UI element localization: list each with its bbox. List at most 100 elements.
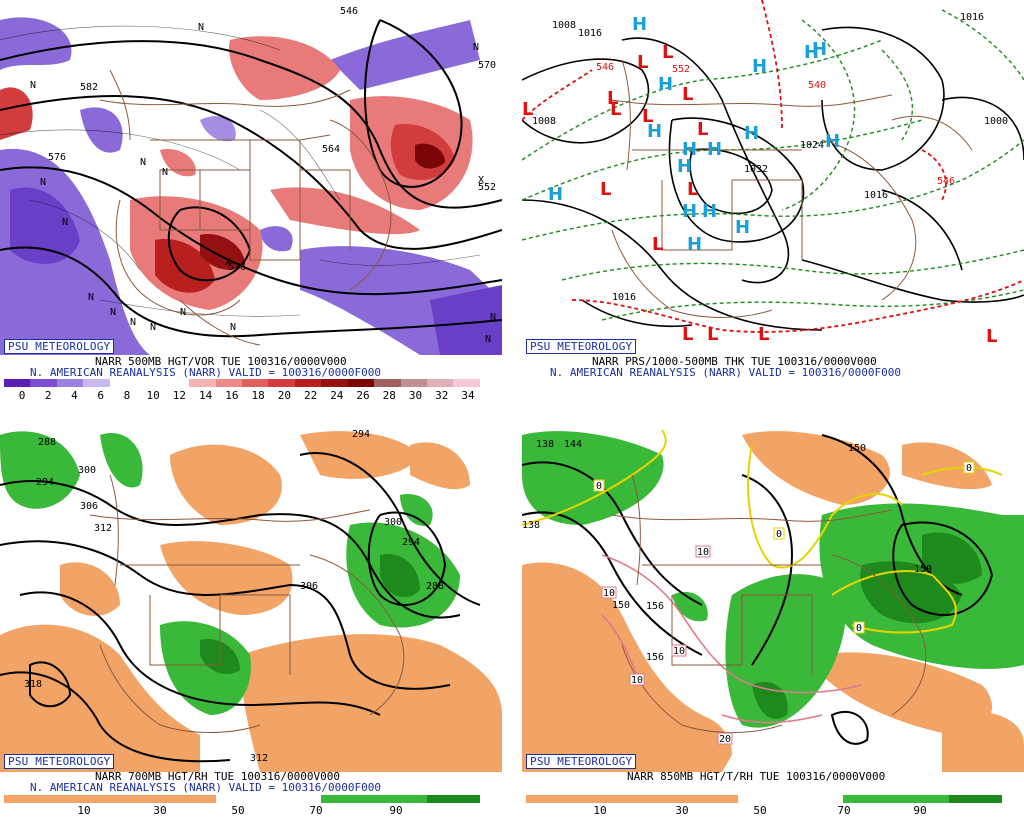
isobar-label-1016c: 1016 bbox=[864, 190, 888, 201]
scale-label: 14 bbox=[199, 389, 213, 402]
svg-text:H: H bbox=[632, 14, 647, 35]
scale-label: 28 bbox=[382, 389, 396, 402]
contour-label-306: 306 bbox=[80, 501, 98, 512]
temp-label-10c: 10 bbox=[673, 646, 685, 657]
svg-text:L: L bbox=[610, 99, 621, 120]
scale-swatch bbox=[136, 379, 163, 387]
scale-swatch bbox=[321, 379, 348, 387]
scale-swatch bbox=[241, 379, 269, 387]
temp-label-0d: 0 bbox=[966, 463, 972, 474]
psu-meteorology-badge: PSU METEOROLOGY bbox=[526, 754, 637, 769]
svg-text:N: N bbox=[180, 307, 186, 318]
scale-swatch bbox=[427, 379, 454, 387]
scale-swatch bbox=[4, 379, 31, 387]
scale-swatch bbox=[83, 379, 110, 387]
svg-text:X: X bbox=[478, 175, 484, 186]
vorticity-color-scale bbox=[4, 379, 480, 387]
scale-label: 26 bbox=[356, 389, 370, 402]
contour-label-312: 312 bbox=[94, 523, 112, 534]
thickness-label-546: 546 bbox=[596, 62, 614, 73]
contour-label-288b: 288 bbox=[426, 581, 444, 592]
caption-valid: N. AMERICAN REANALYSIS (NARR) VALID = 10… bbox=[30, 366, 381, 379]
contour-label-294b: 294 bbox=[352, 429, 370, 440]
map-700mb: 288 294 294 300 306 312 306 300 294 288 … bbox=[0, 415, 502, 772]
svg-text:L: L bbox=[687, 179, 698, 200]
scale-label: 12 bbox=[172, 389, 187, 402]
isobar-label-1024: 1024 bbox=[800, 140, 824, 151]
caption-valid: N. AMERICAN REANALYSIS (NARR) VALID = 10… bbox=[30, 781, 381, 794]
svg-text:H: H bbox=[658, 74, 673, 95]
svg-text:H: H bbox=[682, 139, 697, 160]
scale-swatch bbox=[374, 379, 401, 387]
caption-title: NARR PRS/1000-500MB THK TUE 100316/0000V… bbox=[592, 355, 877, 368]
svg-text:L: L bbox=[607, 88, 618, 109]
scale-swatch bbox=[294, 379, 322, 387]
rh-color-scale bbox=[526, 795, 1003, 803]
map-500mb: NNN NN N NNN NNN XXN NN 546 552 570 576 5… bbox=[0, 0, 502, 355]
scale-label: 70 bbox=[309, 804, 323, 817]
svg-text:H: H bbox=[548, 184, 563, 205]
svg-text:L: L bbox=[652, 234, 663, 255]
caption-title: NARR 500MB HGT/VOR TUE 100316/0000V000 bbox=[95, 355, 347, 368]
temp-label-0: 0 bbox=[596, 481, 602, 492]
temp-label-10b: 10 bbox=[603, 588, 615, 599]
scale-swatch bbox=[162, 379, 190, 387]
contour-label-150c: 150 bbox=[914, 564, 932, 575]
thickness-label-546b: 546 bbox=[937, 176, 955, 187]
rh-color-scale bbox=[4, 795, 481, 803]
svg-text:H: H bbox=[702, 201, 717, 222]
scale-label: 90 bbox=[913, 804, 927, 817]
isobar-label-1016: 1016 bbox=[578, 28, 602, 39]
scale-swatch bbox=[215, 379, 242, 387]
scale-label: 2 bbox=[44, 389, 52, 402]
scale-swatch bbox=[56, 379, 84, 387]
contour-label-582: 582 bbox=[80, 82, 98, 93]
scale-label: 18 bbox=[251, 389, 265, 402]
scale-label: 50 bbox=[753, 804, 767, 817]
svg-text:N: N bbox=[162, 167, 168, 178]
contour-label-564: 564 bbox=[322, 144, 340, 155]
svg-text:N: N bbox=[485, 334, 491, 345]
svg-text:N: N bbox=[230, 322, 236, 333]
svg-text:N: N bbox=[130, 317, 136, 328]
contour-label-570: 570 bbox=[478, 60, 496, 71]
psu-meteorology-badge: PSU METEOROLOGY bbox=[4, 339, 115, 354]
svg-text:H: H bbox=[825, 131, 840, 152]
scale-swatch bbox=[347, 379, 375, 387]
svg-text:H: H bbox=[735, 217, 750, 238]
svg-text:N: N bbox=[150, 322, 156, 333]
scale-label: 10 bbox=[593, 804, 607, 817]
isobar-label-1032: 1032 bbox=[744, 164, 768, 175]
svg-text:H: H bbox=[752, 56, 767, 77]
contour-label-150b: 150 bbox=[612, 600, 630, 611]
panel-700mb-rh: 288 294 294 300 306 312 306 300 294 288 … bbox=[0, 415, 502, 819]
contour-label-156: 156 bbox=[646, 601, 664, 612]
scale-label: 6 bbox=[97, 389, 105, 402]
caption-title: NARR 850MB HGT/T/RH TUE 100316/0000V000 bbox=[627, 770, 886, 783]
scale-label: 8 bbox=[123, 389, 131, 402]
temp-label-10d: 10 bbox=[631, 675, 643, 686]
contour-label-294c: 294 bbox=[402, 537, 420, 548]
contour-label-156b: 156 bbox=[646, 652, 664, 663]
scale-label: 10 bbox=[77, 804, 91, 817]
svg-text:N: N bbox=[30, 80, 36, 91]
isobar-label-1016d: 1016 bbox=[612, 292, 636, 303]
isobar-label-1016b: 1016 bbox=[960, 12, 984, 23]
svg-text:N: N bbox=[490, 312, 496, 323]
svg-text:N: N bbox=[140, 157, 146, 168]
scale-label: 34 bbox=[461, 389, 475, 402]
scale-label: 20 bbox=[277, 389, 291, 402]
isobar-label-1000: 1000 bbox=[984, 116, 1008, 127]
scale-swatch bbox=[109, 379, 137, 387]
contour-label-288: 288 bbox=[38, 437, 56, 448]
svg-text:L: L bbox=[600, 179, 611, 200]
caption-valid: N. AMERICAN REANALYSIS (NARR) VALID = 10… bbox=[550, 366, 901, 379]
svg-text:N: N bbox=[473, 42, 479, 53]
scale-label: 30 bbox=[408, 389, 423, 402]
svg-text:H: H bbox=[812, 39, 827, 60]
contour-label-300b: 300 bbox=[384, 517, 402, 528]
scale-label: 32 bbox=[435, 389, 449, 402]
svg-text:L: L bbox=[682, 324, 693, 345]
